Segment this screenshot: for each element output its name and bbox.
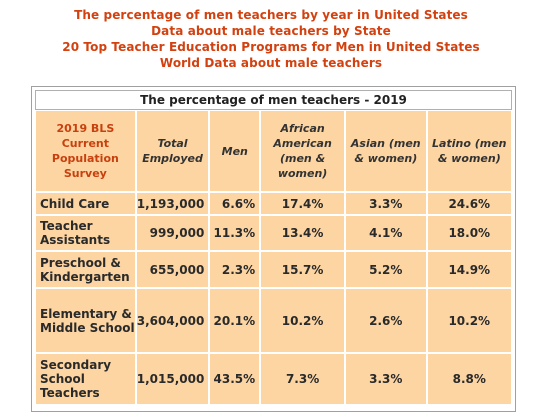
cell-men: 43.5% [209,353,261,405]
table-row: Preschool & Kindergarten 655,000 2.3% 15… [35,251,512,288]
table-header-row: 2019 BLS Current Population Survey Total… [35,110,512,192]
table-row: Elementary & Middle School 3,604,000 20.… [35,288,512,353]
cell-african-american: 17.4% [260,192,345,215]
men-teachers-table: The percentage of men teachers - 2019 20… [35,90,512,405]
cell-total-employed: 1,015,000 [135,353,210,405]
cell-total-employed: 3,604,000 [135,288,210,353]
link-male-teachers-by-state[interactable]: Data about male teachers by State [151,24,391,38]
cell-men: 20.1% [209,288,261,353]
cell-latino: 14.9% [426,251,512,288]
row-label: Child Care [35,192,136,215]
table-caption: The percentage of men teachers - 2019 [35,90,512,110]
cell-total-employed: 999,000 [135,215,210,251]
header-men: Men [209,110,261,192]
row-label: Preschool & Kindergarten [35,251,136,288]
header-african-american: African American (men & women) [260,110,345,192]
row-label: Secondary School Teachers [35,353,136,405]
cell-latino: 8.8% [426,353,512,405]
cell-african-american: 15.7% [260,251,345,288]
header-survey: 2019 BLS Current Population Survey [35,110,136,192]
link-men-teachers-by-year[interactable]: The percentage of men teachers by year i… [74,8,468,22]
cell-latino: 24.6% [426,192,512,215]
men-teachers-table-frame: The percentage of men teachers - 2019 20… [31,86,516,412]
row-label: Elementary & Middle School [35,288,136,353]
cell-total-employed: 1,193,000 [135,192,210,215]
cell-asian: 5.2% [345,251,427,288]
cell-asian: 2.6% [345,288,427,353]
cell-men: 11.3% [209,215,261,251]
cell-asian: 4.1% [345,215,427,251]
header-total-employed: Total Employed [135,110,210,192]
cell-latino: 18.0% [426,215,512,251]
table-row: Teacher Assistants 999,000 11.3% 13.4% 4… [35,215,512,251]
row-label: Teacher Assistants [35,215,136,251]
cell-african-american: 10.2% [260,288,345,353]
cell-latino: 10.2% [426,288,512,353]
header-latino: Latino (men & women) [426,110,512,192]
link-world-data[interactable]: World Data about male teachers [159,56,383,70]
cell-men: 2.3% [209,251,261,288]
cell-total-employed: 655,000 [135,251,210,288]
cell-african-american: 13.4% [260,215,345,251]
header-asian: Asian (men & women) [345,110,427,192]
table-row: Child Care 1,193,000 6.6% 17.4% 3.3% 24.… [35,192,512,215]
related-links: The percentage of men teachers by year i… [0,7,542,71]
cell-asian: 3.3% [345,192,427,215]
cell-african-american: 7.3% [260,353,345,405]
cell-asian: 3.3% [345,353,427,405]
table-row: Secondary School Teachers 1,015,000 43.5… [35,353,512,405]
cell-men: 6.6% [209,192,261,215]
link-top-teacher-programs[interactable]: 20 Top Teacher Education Programs for Me… [62,40,480,54]
